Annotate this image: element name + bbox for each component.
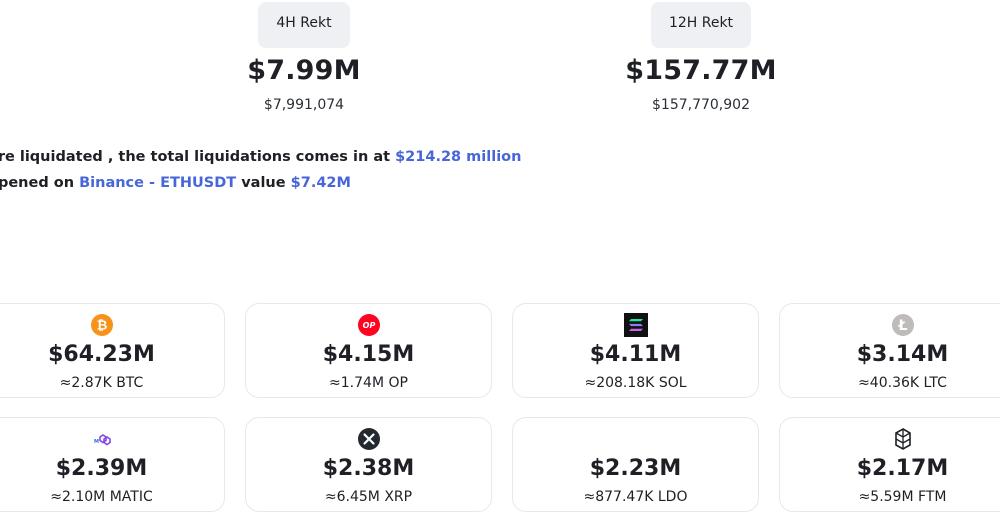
coin-amount: $4.15M [322,342,415,367]
coin-amount: $3.14M [856,342,949,367]
summary-line-1: ere liquidated , the total liquidations … [0,144,521,170]
largest-order-exchange-link[interactable]: Binance - ETHUSDT [79,175,237,191]
coin-quantity: ≈1.74M OP [329,375,408,391]
summary-text-2: opened on [0,175,75,191]
coin-quantity: ≈877.47K LDO [583,489,688,505]
svg-text:₿: ₿ [96,319,107,334]
coin-quantity: ≈6.45M XRP [324,489,413,505]
stat-12h: 12H Rekt $157.77M $157,770,902 [571,0,831,113]
coin-card-ftm[interactable]: $2.17M ≈5.59M FTM [779,417,1000,512]
coin-amount: $2.23M [589,456,682,481]
coin-amount: $64.23M [48,342,155,367]
coin-quantity: ≈5.59M FTM [858,489,947,505]
coin-quantity: ≈208.18K SOL [584,375,687,391]
coin-quantity: ≈2.87K BTC [59,375,144,391]
coin-card-sol[interactable]: $4.11M ≈208.18K SOL [512,303,759,398]
tab-4h-rekt[interactable]: 4H Rekt [258,2,350,48]
coin-card-ltc[interactable]: Ł $3.14M ≈40.36K LTC [779,303,1000,398]
coin-card-matic[interactable]: M $2.39M ≈2.10M MATIC [0,417,225,512]
summary-text-1: ere liquidated , the total liquidations … [0,149,396,165]
total-liquidations-value: $214.28 million [395,149,522,165]
coin-quantity: ≈2.10M MATIC [50,489,153,505]
summary-text-3: value [236,175,291,191]
coin-card-xrp[interactable]: $2.38M ≈6.45M XRP [245,417,492,512]
tab-12h-rekt[interactable]: 12H Rekt [650,2,752,48]
stat-4h-exact: $7,991,074 [263,97,345,113]
fantom-icon [894,428,911,450]
coin-card-ldo[interactable]: $2.23M ≈877.47K LDO [512,417,759,512]
coin-amount: $2.38M [322,456,415,481]
coin-amount: $2.39M [55,456,148,481]
summary-line-2: opened on Binance - ETHUSDT value $7.42M [0,170,521,196]
polygon-icon: M [94,434,111,446]
svg-text:M: M [94,439,99,445]
bitcoin-icon: ₿ [90,314,113,336]
largest-order-value: $7.42M [290,175,351,191]
stat-4h: 4H Rekt $7.99M $7,991,074 [174,0,434,113]
liquidation-summary: ere liquidated , the total liquidations … [0,144,521,196]
optimism-icon: OP [357,314,380,336]
stat-4h-value: $7.99M [247,55,361,86]
svg-text:Ł: Ł [897,318,907,334]
stat-12h-exact: $157,770,902 [652,97,750,113]
coin-card-btc[interactable]: ₿ $64.23M ≈2.87K BTC [0,303,225,398]
coin-quantity: ≈40.36K LTC [858,375,947,391]
solana-icon [623,313,648,337]
stat-12h-value: $157.77M [625,55,777,86]
litecoin-icon: Ł [891,314,914,336]
coin-amount: $4.11M [589,342,682,367]
svg-text:OP: OP [362,321,375,330]
lido-icon [624,427,648,451]
xrp-icon [357,428,380,450]
coin-amount: $2.17M [856,456,949,481]
coin-card-op[interactable]: OP $4.15M ≈1.74M OP [245,303,492,398]
